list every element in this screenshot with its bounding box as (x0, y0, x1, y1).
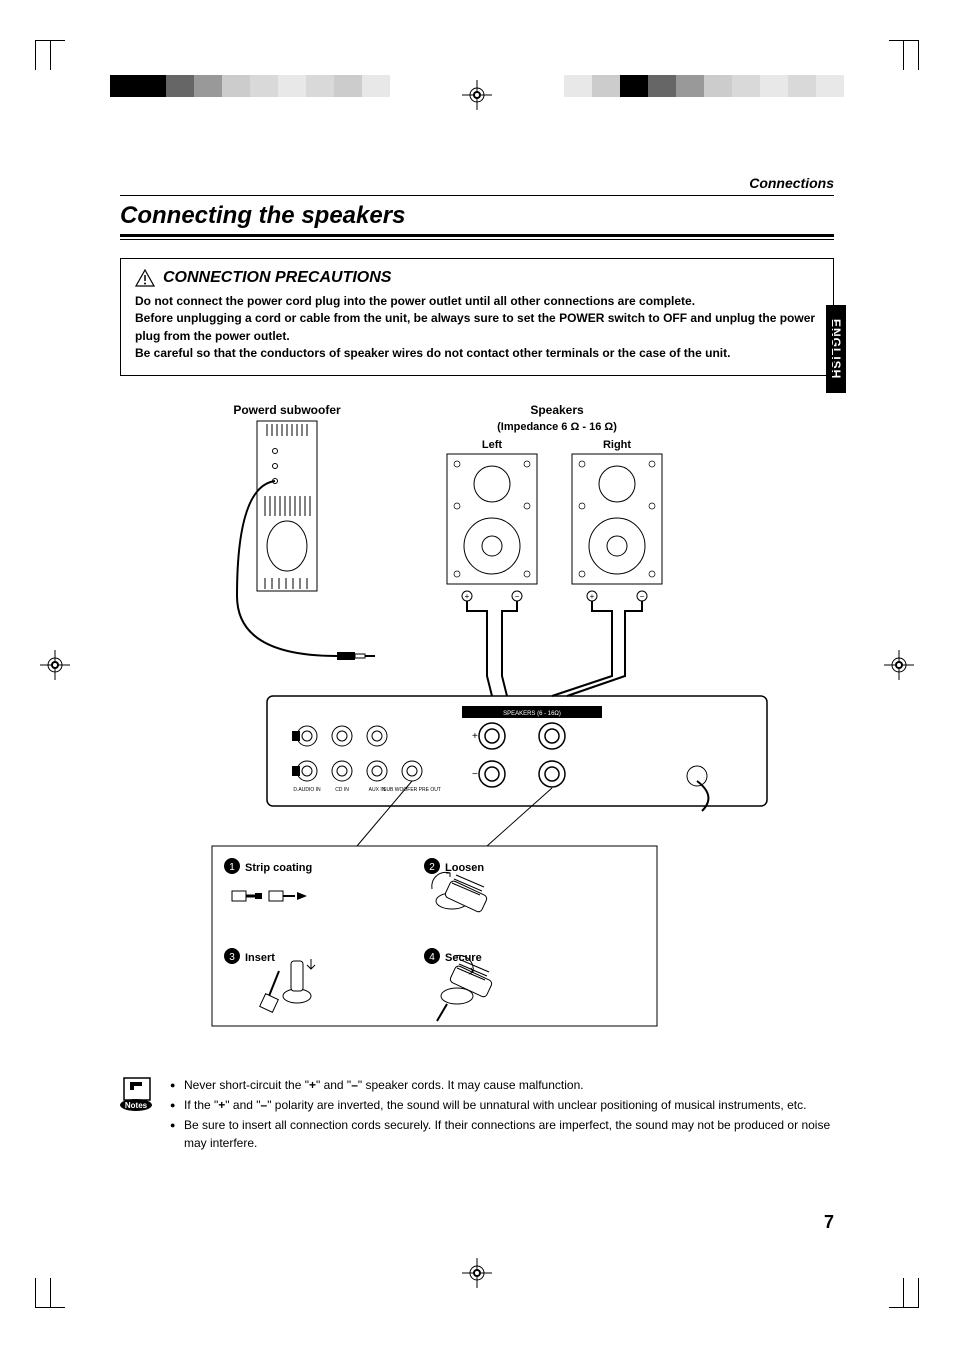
wire-icon (502, 601, 517, 696)
swatch (194, 75, 222, 97)
svg-text:−: − (472, 769, 478, 780)
registration-mark-icon (462, 1258, 492, 1288)
rear-label: SUB WOOFER PRE OUT (383, 787, 441, 793)
registration-mark-icon (884, 650, 914, 685)
swatch (760, 75, 788, 97)
step-label: Insert (245, 952, 275, 964)
left-label: Left (482, 439, 503, 451)
notes-section: Notes Never short-circuit the "+" and "–… (120, 1076, 834, 1154)
swatch (564, 75, 592, 97)
page-content: Connections Connecting the speakers CONN… (120, 175, 834, 1154)
speaker-right-icon (572, 454, 662, 584)
cropmark (903, 40, 904, 70)
svg-text:+: + (590, 592, 595, 601)
cable-icon (237, 481, 337, 656)
rear-label: CD IN (335, 787, 349, 793)
wire-icon (567, 601, 642, 696)
swatch (592, 75, 620, 97)
step-1: 1 Strip coating (224, 858, 312, 901)
step-label: Loosen (445, 862, 484, 874)
swatch (250, 75, 278, 97)
svg-text:Notes: Notes (125, 1101, 148, 1110)
cropmark (50, 40, 51, 70)
svg-text:3: 3 (229, 952, 235, 963)
page-number: 7 (824, 1212, 834, 1233)
swatch (110, 75, 138, 97)
swatch (222, 75, 250, 97)
step-3: 3 Insert (224, 948, 315, 1012)
rca-plug-icon (337, 652, 375, 660)
subwoofer-label: Powerd subwoofer (233, 403, 341, 417)
swatch (788, 75, 816, 97)
cropmark (50, 1278, 51, 1308)
notes-icon: Notes (120, 1076, 158, 1154)
page-title: Connecting the speakers (120, 202, 834, 230)
precaution-title-text: CONNECTION PRECAUTIONS (163, 269, 391, 287)
step-label: Secure (445, 952, 482, 964)
cropmark (889, 40, 919, 70)
rear-label: D.AUDIO IN (293, 787, 321, 793)
svg-text:+: + (472, 731, 478, 742)
svg-text:2: 2 (429, 862, 435, 873)
swatch (620, 75, 648, 97)
color-bar-right (564, 75, 844, 97)
swatch (676, 75, 704, 97)
note-item: Be sure to insert all connection cords s… (170, 1116, 834, 1152)
rule (120, 195, 834, 196)
swatch (732, 75, 760, 97)
precaution-line: Do not connect the power cord plug into … (135, 293, 819, 310)
precaution-title: CONNECTION PRECAUTIONS (135, 269, 819, 287)
swatch (362, 75, 390, 97)
rule (120, 234, 834, 237)
cropmark (889, 1278, 919, 1308)
precaution-box: CONNECTION PRECAUTIONS Do not connect th… (120, 258, 834, 376)
subwoofer-icon (257, 421, 317, 591)
swatch (334, 75, 362, 97)
right-label: Right (603, 439, 631, 451)
swatch (166, 75, 194, 97)
precaution-body: Do not connect the power cord plug into … (135, 293, 819, 363)
rear-label: SPEAKERS (6 - 16Ω) (503, 711, 561, 717)
svg-text:+: + (465, 592, 470, 601)
section-label: Connections (120, 175, 834, 191)
registration-mark-icon (462, 80, 492, 110)
swatch (816, 75, 844, 97)
step-4: 4 Secure (424, 948, 493, 1021)
svg-text:4: 4 (429, 952, 435, 963)
speaker-left-icon (447, 454, 537, 584)
step-label: Strip coating (245, 862, 312, 874)
step-2: 2 Loosen (424, 858, 488, 913)
swatch (278, 75, 306, 97)
swatch (704, 75, 732, 97)
note-item: If the "+" and "–" polarity are inverted… (170, 1096, 834, 1114)
wire-icon (467, 601, 492, 696)
speaker-terminal-icon: + − + − (462, 591, 647, 601)
svg-text:−: − (640, 592, 645, 601)
registration-mark-icon (40, 650, 70, 685)
warning-icon (135, 269, 155, 287)
wire-icon (552, 601, 612, 696)
svg-text:−: − (515, 592, 520, 601)
precaution-line: Be careful so that the conductors of spe… (135, 345, 819, 362)
svg-text:1: 1 (229, 862, 235, 873)
notes-list: Never short-circuit the "+" and "–" spea… (170, 1076, 834, 1154)
speakers-label: Speakers (530, 403, 584, 417)
precaution-line: Before unplugging a cord or cable from t… (135, 310, 819, 345)
swatch (138, 75, 166, 97)
impedance-label: (Impedance 6 Ω - 16 Ω) (497, 421, 617, 433)
swatch (306, 75, 334, 97)
swatch (648, 75, 676, 97)
amplifier-rear-icon: D.AUDIO IN CD IN AUX IN SUB WOOFER PRE O… (267, 696, 767, 811)
rule (120, 239, 834, 240)
color-bar-left (110, 75, 390, 97)
cropmark (903, 1278, 904, 1308)
note-item: Never short-circuit the "+" and "–" spea… (170, 1076, 834, 1094)
connection-diagram: Powerd subwoofer Speakers (Impedance 6 Ω… (120, 396, 834, 1036)
